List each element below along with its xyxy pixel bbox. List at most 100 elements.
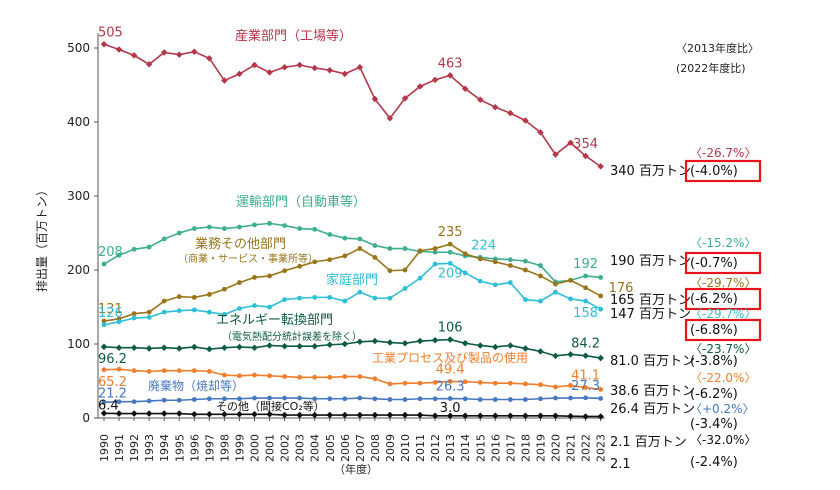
y-tick-label: 0 <box>82 411 90 425</box>
data-point <box>342 374 348 379</box>
data-point <box>297 226 303 231</box>
x-tick-label: 2000 <box>249 434 262 462</box>
header-2013-label: 〈2013年度比〉 <box>676 41 759 55</box>
data-point <box>341 411 349 419</box>
data-point <box>221 344 228 351</box>
data-point <box>417 275 423 281</box>
data-point <box>522 345 529 352</box>
data-point <box>372 243 378 248</box>
series-line <box>103 368 601 391</box>
data-point <box>507 280 513 285</box>
data-point <box>251 61 258 69</box>
data-point <box>552 151 559 158</box>
data-point <box>116 319 122 325</box>
data-point <box>191 411 198 418</box>
data-label: 463 <box>438 56 463 71</box>
data-point <box>582 352 589 359</box>
data-point <box>191 48 198 55</box>
data-point <box>237 396 242 402</box>
x-tick-label: 2010 <box>399 434 412 462</box>
data-point <box>523 397 528 402</box>
x-tick-label: 2012 <box>429 434 442 462</box>
data-label: 26.3 <box>436 380 465 395</box>
data-point <box>492 282 498 288</box>
data-point <box>387 295 393 301</box>
change-2013-label: 〈-23.7%〉 <box>690 342 756 356</box>
data-label: 224 <box>471 238 496 253</box>
highlight-box <box>684 287 762 311</box>
data-point <box>432 261 438 267</box>
data-point <box>462 270 468 276</box>
data-point <box>446 72 454 79</box>
data-point <box>267 304 272 310</box>
data-point <box>267 373 272 379</box>
x-tick-label: 2015 <box>474 434 487 462</box>
y-tick-label: 500 <box>67 41 90 55</box>
data-point <box>507 109 514 117</box>
data-point <box>523 267 528 273</box>
x-tick-label: 2016 <box>489 434 502 462</box>
data-point <box>146 368 152 374</box>
data-point <box>417 248 423 254</box>
change-2022-label: (-6.8%) <box>690 323 738 338</box>
data-point <box>175 345 183 352</box>
series-line <box>103 262 602 326</box>
data-point <box>222 286 227 292</box>
data-point <box>145 345 153 352</box>
data-point <box>492 412 499 420</box>
data-point <box>507 342 514 349</box>
x-axis-label: （年度） <box>334 462 378 476</box>
data-label: 106 <box>438 321 463 336</box>
data-point <box>282 395 287 401</box>
data-point <box>206 396 212 402</box>
data-point <box>417 396 423 402</box>
data-point <box>371 95 379 103</box>
data-point <box>357 395 363 401</box>
data-point <box>582 413 589 420</box>
data-point <box>266 342 273 349</box>
data-point <box>583 298 588 304</box>
data-point <box>537 129 544 136</box>
end-value-label: 147 百万トン <box>610 307 691 322</box>
change-2022-label: (-6.2%) <box>690 387 738 402</box>
data-point <box>402 246 408 251</box>
x-tick-label: 2020 <box>550 434 563 462</box>
highlight-box <box>684 159 762 183</box>
data-point <box>552 412 559 420</box>
data-point <box>191 226 197 231</box>
data-label: 131 <box>98 302 123 317</box>
data-point <box>101 261 107 267</box>
data-point <box>598 396 604 401</box>
data-point <box>176 308 182 314</box>
x-tick-label: 2022 <box>580 434 593 462</box>
data-point <box>597 163 604 170</box>
end-value-label: 81.0 百万トン <box>610 354 695 369</box>
x-tick-label: 1994 <box>158 434 171 462</box>
data-point <box>538 382 543 388</box>
data-point <box>477 397 483 402</box>
data-point <box>327 294 333 300</box>
data-point <box>206 224 212 230</box>
data-point <box>492 397 498 402</box>
data-point <box>583 273 588 279</box>
data-point <box>222 396 227 402</box>
x-tick-label: 1992 <box>128 434 141 462</box>
data-point <box>251 411 258 418</box>
series-line <box>103 222 601 283</box>
data-point <box>538 298 543 304</box>
series-name-label: 業務その他部門 <box>195 236 286 252</box>
data-point <box>357 246 363 251</box>
change-2022-label: (-2.4%) <box>690 455 738 470</box>
change-2013-label: 〈-29.7%〉 <box>690 276 756 290</box>
data-point <box>357 374 363 379</box>
data-point <box>131 315 137 321</box>
data-point <box>266 411 273 418</box>
y-tick-label: 100 <box>67 337 90 351</box>
data-point <box>161 298 167 304</box>
data-point <box>175 51 183 58</box>
change-2022-label: (-3.4%) <box>690 417 738 432</box>
data-point <box>553 289 558 295</box>
data-point <box>131 311 137 317</box>
